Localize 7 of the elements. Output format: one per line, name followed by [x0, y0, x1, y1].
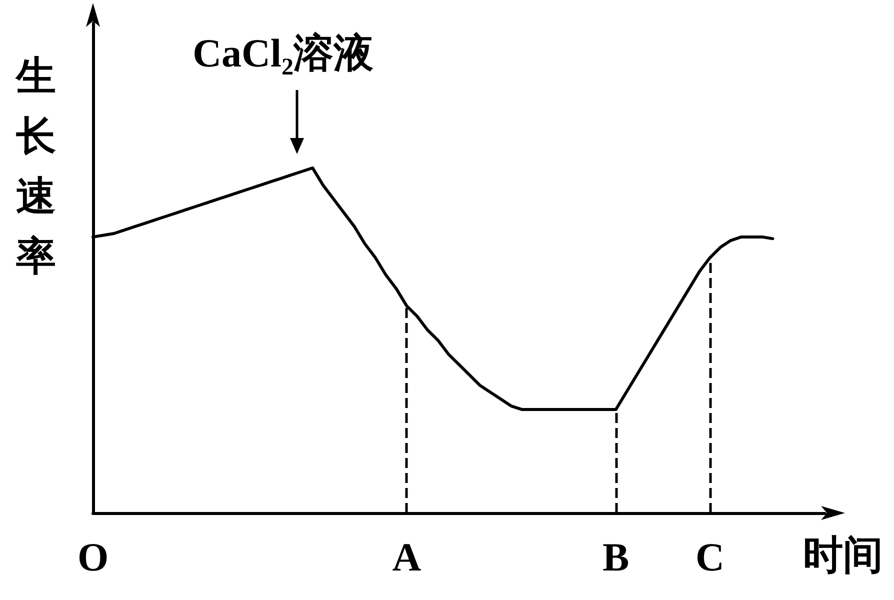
- x-tick-label: C: [696, 534, 724, 580]
- x-axis-title: 时间: [803, 532, 883, 578]
- text: CaCl₂溶液: [192, 30, 374, 76]
- x-tick-label: A: [392, 534, 422, 580]
- x-tick-label: O: [77, 534, 109, 580]
- x-tick-label: B: [602, 534, 630, 580]
- y-axis-title: 生长速率: [15, 54, 56, 278]
